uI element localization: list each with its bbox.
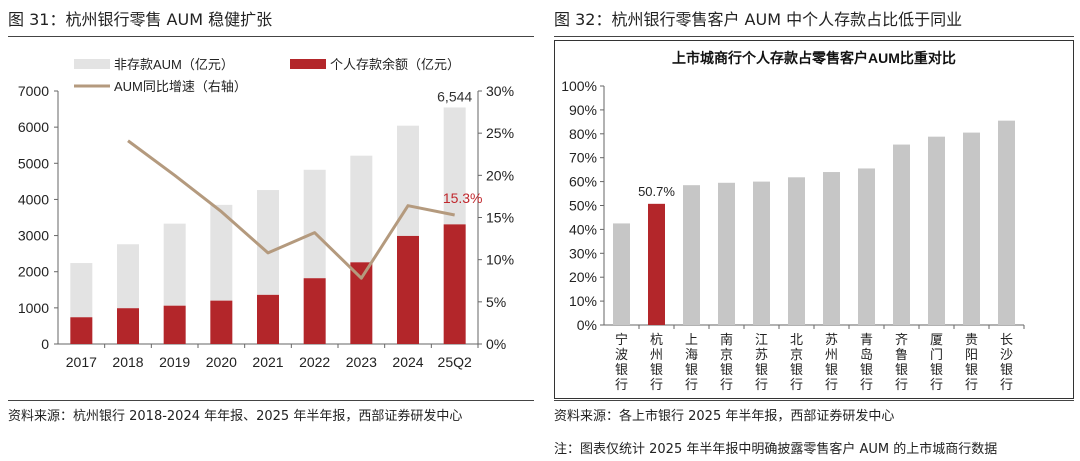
bar <box>718 182 735 325</box>
x-tick-label: 2019 <box>159 354 190 370</box>
bar-non-deposit <box>350 155 373 263</box>
bar-deposit <box>163 305 186 344</box>
y-tick-label-left: 5000 <box>18 155 49 171</box>
bar-deposit <box>350 262 373 344</box>
chart-title: 上市城商行个人存款占零售客户AUM比重对比 <box>672 50 956 66</box>
x-tick-label: 2023 <box>346 354 377 370</box>
legend-swatch-deposit <box>290 59 326 69</box>
bar-non-deposit <box>210 204 233 301</box>
annotation-highlight: 50.7% <box>638 184 675 199</box>
x-tick-label: 贵阳银行 <box>965 332 978 392</box>
left-title-rule <box>8 36 534 37</box>
bar-deposit <box>210 300 233 344</box>
y-tick-label-right: 20% <box>486 167 514 183</box>
legend-label-non-deposit: 非存款AUM（亿元） <box>114 57 234 72</box>
chart-frame <box>554 40 1074 399</box>
bar-deposit <box>397 235 419 344</box>
bar-non-deposit <box>443 107 466 225</box>
y-tick-label: 60% <box>569 174 597 190</box>
bar-non-deposit <box>70 263 93 318</box>
y-tick-label-right: 30% <box>486 83 514 99</box>
x-tick-label: 江苏银行 <box>755 332 768 392</box>
y-tick-label-left: 7000 <box>18 83 49 99</box>
aum-chart: 非存款AUM（亿元） 个人存款余额（亿元） AUM同比增速（右轴） 0 1000 2000… <box>18 50 514 370</box>
bar-non-deposit <box>117 244 139 309</box>
right-title-rule <box>554 36 1074 37</box>
y-tick-label-left: 1000 <box>18 300 49 316</box>
x-tick-label: 南京银行 <box>720 332 733 392</box>
x-tick-label: 齐鲁银行 <box>895 332 908 392</box>
y-tick-label-right: 5% <box>486 294 506 310</box>
y-tick-label: 100% <box>561 78 597 94</box>
bar-deposit <box>70 317 93 344</box>
x-tick-label: 宁波银行 <box>615 332 628 392</box>
y-tick-label-right: 25% <box>486 125 514 141</box>
y-tick-label-left: 4000 <box>18 191 49 207</box>
y-tick-label: 10% <box>569 293 597 309</box>
bar <box>928 136 945 325</box>
bar-non-deposit <box>303 169 326 279</box>
x-tick-label: 2024 <box>392 354 423 370</box>
bar-deposit <box>117 308 139 344</box>
x-tick-label: 上海银行 <box>685 332 698 392</box>
bar-deposit <box>257 294 279 344</box>
left-figure-title: 图 31：杭州银行零售 AUM 稳健扩张 <box>8 10 273 29</box>
bar-non-deposit <box>257 190 279 295</box>
y-tick-label: 40% <box>569 221 597 237</box>
y-tick-label: 0% <box>577 317 597 333</box>
left-source-rule <box>8 400 534 401</box>
y-tick-label-left: 3000 <box>18 228 49 244</box>
legend-swatch-non-deposit <box>74 59 110 69</box>
y-tick-label-right: 0% <box>486 336 506 352</box>
x-tick-label: 苏州银行 <box>825 332 838 392</box>
y-tick-label: 50% <box>569 198 597 214</box>
right-source-text: 资料来源：各上市银行 2025 年半年报，西部证券研发中心 <box>554 409 895 424</box>
y-tick-label-left: 2000 <box>18 264 49 280</box>
x-tick-label: 2022 <box>299 354 330 370</box>
x-tick-label: 厦门银行 <box>930 332 943 392</box>
x-tick-label: 25Q2 <box>438 354 472 370</box>
y-tick-label: 30% <box>569 245 597 261</box>
right-note-text: 注：图表仅统计 2025 年半年报中明确披露零售客户 AUM 的上市城商行数据 <box>554 442 998 457</box>
bar-deposit <box>443 224 466 344</box>
deposit-share-chart: 上市城商行个人存款占零售客户AUM比重对比 0% 10% 20% 30% 40% 50% 60… <box>554 40 1074 399</box>
x-tick-label: 2018 <box>112 354 143 370</box>
y-tick-label: 70% <box>569 150 597 166</box>
x-tick-label: 杭州银行 <box>650 332 663 392</box>
left-source-text: 资料来源：杭州银行 2018-2024 年年报、2025 年半年报，西部证券研发… <box>8 409 463 424</box>
bar-non-deposit <box>397 125 419 236</box>
right-figure-title: 图 32：杭州银行零售客户 AUM 中个人存款占比低于同业 <box>554 10 963 29</box>
annotation-growth: 15.3% <box>443 190 483 206</box>
bar <box>998 120 1015 325</box>
y-tick-label-left: 0 <box>41 336 49 352</box>
bar <box>683 185 700 325</box>
annotation-total: 6,544 <box>437 88 472 104</box>
y-tick-label: 20% <box>569 269 597 285</box>
bar <box>893 144 910 325</box>
bar <box>648 203 665 325</box>
y-tick-label-right: 15% <box>486 210 514 226</box>
x-tick-label: 青岛银行 <box>860 332 873 392</box>
y-tick-label-right: 10% <box>486 252 514 268</box>
y-tick-label: 90% <box>569 102 597 118</box>
bar <box>788 177 805 325</box>
bar <box>753 181 770 325</box>
growth-line <box>127 139 455 280</box>
y-tick-label: 80% <box>569 126 597 142</box>
x-tick-label: 北京银行 <box>790 332 803 392</box>
bar <box>823 172 840 325</box>
y-tick-label-left: 6000 <box>18 119 49 135</box>
bar <box>963 132 980 325</box>
bar <box>613 223 630 325</box>
x-tick-label: 长沙银行 <box>1000 332 1013 392</box>
legend-label-growth: AUM同比增速（右轴） <box>114 79 247 94</box>
x-tick-label: 2017 <box>66 354 97 370</box>
bar-deposit <box>303 278 326 344</box>
x-tick-label: 2020 <box>206 354 237 370</box>
legend-label-deposit: 个人存款余额（亿元） <box>330 57 460 72</box>
right-source-rule <box>554 400 1074 401</box>
bar <box>858 168 875 325</box>
bar-non-deposit <box>163 223 186 306</box>
x-tick-label: 2021 <box>252 354 283 370</box>
